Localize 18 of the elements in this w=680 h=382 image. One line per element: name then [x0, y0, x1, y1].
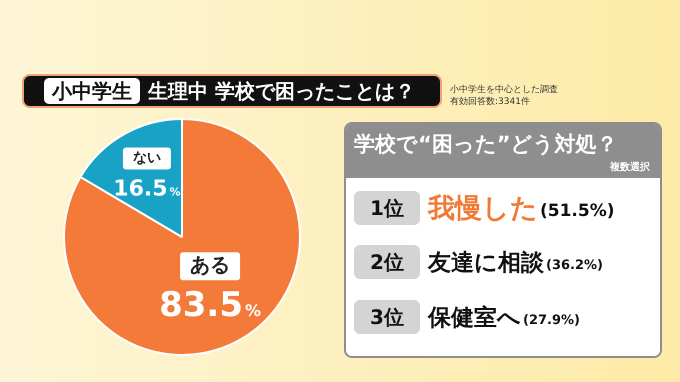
text: (27.9%) [523, 312, 580, 328]
text: (36.2%) [546, 258, 603, 272]
data-label: 83.5% [159, 285, 262, 326]
category-label: 友達に相談 [428, 248, 544, 278]
text: 学校で“困った”どう対処？ [354, 131, 618, 158]
slice-label: ない [132, 150, 161, 166]
slice-label: ある [190, 252, 230, 276]
text: 複数選択 [610, 160, 650, 174]
text: 有効回答数:3341件 [450, 96, 531, 108]
data-label: 16.5% [113, 176, 181, 202]
category-label: 保健室へ [428, 304, 521, 332]
text: 小中学生を中心とした調査 [450, 84, 558, 96]
text: 3位 [354, 300, 420, 334]
text: 1位 [354, 191, 420, 225]
category-label: 我慢した [428, 192, 538, 226]
text: 2位 [354, 245, 420, 279]
text: (51.5%) [540, 201, 615, 221]
chart-title: 小中学生 生理中 学校で困ったことは？ [50, 78, 415, 104]
